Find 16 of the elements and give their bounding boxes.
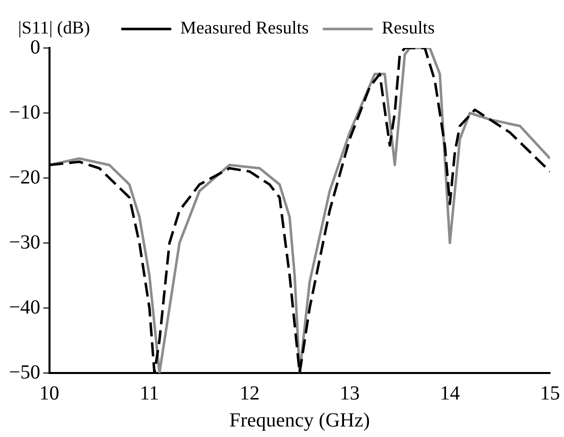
x-tick-label: 10 [39, 382, 60, 404]
y-tick-label: −40 [9, 296, 40, 318]
y-tick-label: 0 [30, 36, 40, 58]
y-axis-title: |S11| (dB) [18, 18, 90, 38]
y-tick-label: −30 [9, 231, 40, 254]
y-tick-label: −50 [9, 361, 40, 384]
x-axis-title: Frequency (GHz) [229, 409, 370, 432]
x-tick-label: 13 [340, 382, 360, 404]
legend-label: Results [382, 18, 435, 38]
x-tick-label: 15 [540, 382, 560, 404]
y-tick-label: −20 [9, 166, 40, 188]
legend-label: Measured Results [180, 18, 309, 38]
y-tick-label: −10 [9, 101, 40, 124]
x-tick-label: 11 [140, 382, 160, 404]
x-tick-label: 12 [240, 382, 260, 404]
x-tick-label: 14 [440, 382, 460, 404]
